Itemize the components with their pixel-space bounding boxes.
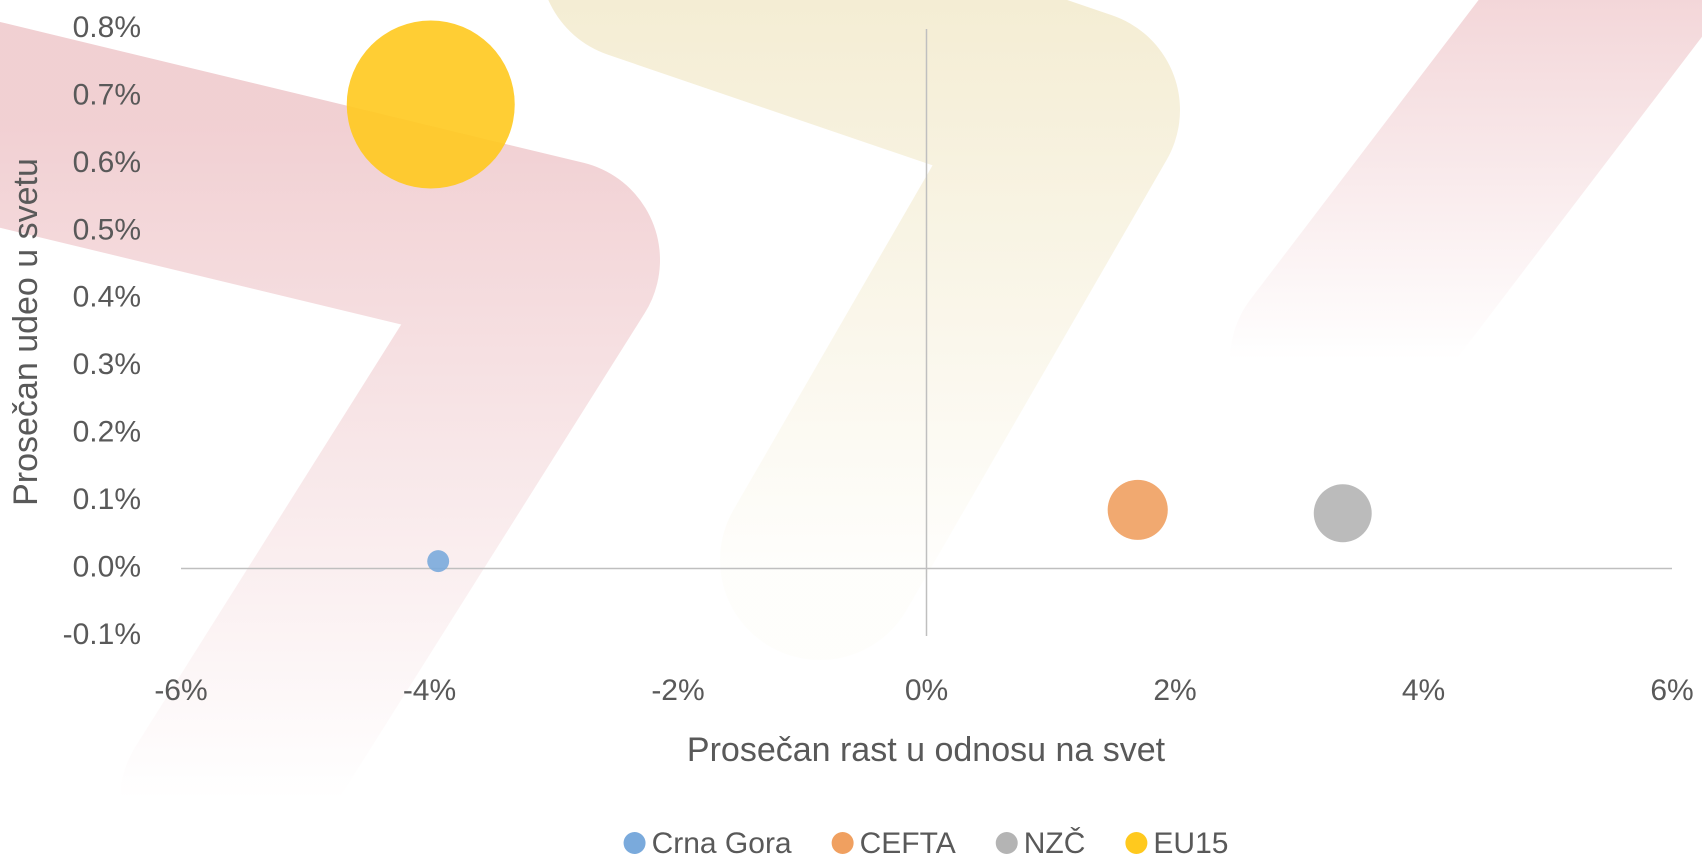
legend-label: EU15 <box>1153 827 1228 860</box>
y-axis-title: Prosečan udeo u svetu <box>7 158 45 506</box>
bubble <box>427 550 449 572</box>
x-tick-label: 6% <box>1650 674 1693 707</box>
bubble <box>1314 484 1372 542</box>
chart: Prosečan rast u odnosu na svet Prosečan … <box>0 0 1702 863</box>
legend-label: Crna Gora <box>652 827 792 860</box>
legend-marker <box>996 832 1018 854</box>
y-tick-label: 0.4% <box>73 281 141 314</box>
legend-label: CEFTA <box>860 827 956 860</box>
x-tick-label: 2% <box>1153 674 1196 707</box>
y-tick-label: 0.2% <box>73 416 141 449</box>
y-tick-label: 0.8% <box>73 11 141 44</box>
x-tick-label: -2% <box>651 674 704 707</box>
y-tick-label: 0.3% <box>73 348 141 381</box>
x-tick-label: 4% <box>1402 674 1445 707</box>
legend-label: NZČ <box>1024 826 1086 860</box>
legend-marker <box>1125 832 1147 854</box>
legend-marker <box>624 832 646 854</box>
legend-marker <box>832 832 854 854</box>
x-axis-title: Prosečan rast u odnosu na svet <box>687 731 1166 769</box>
bubble <box>347 21 515 189</box>
y-tick-label: 0.6% <box>73 146 141 179</box>
x-tick-label: -4% <box>403 674 456 707</box>
bubble <box>1108 480 1168 540</box>
x-tick-label: -6% <box>154 674 207 707</box>
y-tick-label: 0.0% <box>73 550 141 583</box>
y-tick-label: 0.1% <box>73 483 141 516</box>
y-tick-label: 0.5% <box>73 213 141 246</box>
y-tick-label: 0.7% <box>73 78 141 111</box>
y-tick-label: -0.1% <box>63 618 141 651</box>
x-tick-label: 0% <box>905 674 948 707</box>
